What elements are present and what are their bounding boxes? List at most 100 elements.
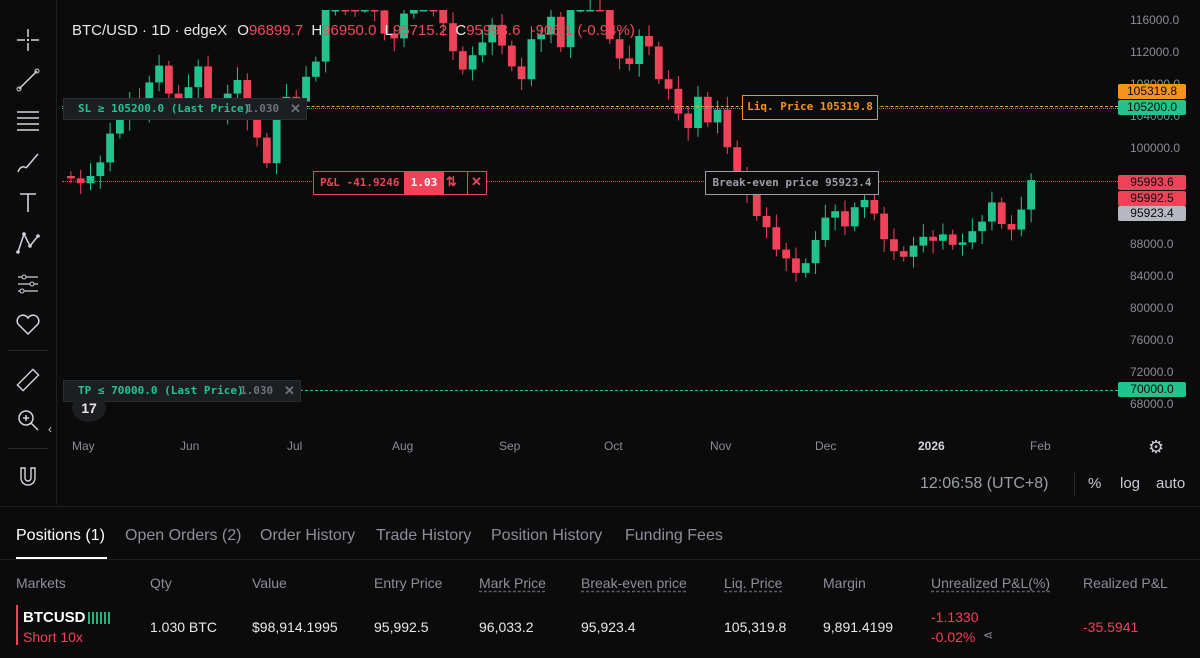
close-icon[interactable]: ✕ <box>284 383 295 398</box>
price-tag: 105200.0 <box>1118 100 1186 115</box>
candle-body <box>155 65 163 83</box>
y-tick-label: 84000.0 <box>1130 269 1174 283</box>
clock: 12:06:58 (UTC+8) <box>920 475 1049 492</box>
sl-order-label[interactable]: SL ≥ 105200.0 (Last Price) 1.030 ✕ <box>63 98 307 120</box>
leverage-bars-icon <box>88 612 112 624</box>
candle-body <box>890 239 898 252</box>
candle-body <box>527 39 536 80</box>
trend-line-icon[interactable] <box>12 64 44 96</box>
candle-body <box>96 162 105 176</box>
candle-body <box>390 33 399 39</box>
x-tick-label: Nov <box>710 439 732 453</box>
candle-body <box>811 240 820 264</box>
forecast-icon[interactable] <box>12 268 44 300</box>
candle-body <box>360 10 369 12</box>
pattern-icon[interactable] <box>12 226 44 258</box>
candle-body <box>664 79 673 89</box>
brush-icon[interactable] <box>12 146 44 178</box>
candlestick-chart[interactable] <box>56 0 1200 505</box>
candle-body <box>370 10 379 12</box>
candle-body <box>850 207 859 227</box>
candle-body <box>76 178 85 184</box>
candle-body <box>870 200 879 214</box>
y-tick-label: 72000.0 <box>1130 365 1174 379</box>
cell-qty: 1.030 BTC <box>150 619 217 635</box>
tab-open-orders[interactable]: Open Orders (2) <box>125 527 242 544</box>
candle-body <box>841 211 849 227</box>
positions-panel: Positions (1) Open Orders (2) Order Hist… <box>0 506 1200 658</box>
market-symbol[interactable]: BTCUSD <box>23 609 86 626</box>
tp-line <box>300 390 1118 391</box>
close-icon[interactable]: ✕ <box>290 101 301 116</box>
candle-body <box>351 10 359 12</box>
cell-value: $98,914.1995 <box>252 619 338 635</box>
candle-body <box>1017 209 1026 230</box>
candle-body <box>145 82 154 110</box>
y-tick-label: 88000.0 <box>1130 237 1174 251</box>
candle-body <box>380 10 389 34</box>
zoom-icon[interactable] <box>12 404 44 436</box>
candle-body <box>948 234 957 245</box>
x-tick-label: May <box>72 439 95 453</box>
settings-gear-icon[interactable]: ⚙ <box>1148 437 1165 457</box>
reverse-icon[interactable]: ⇅ <box>446 174 457 189</box>
ruler-icon[interactable] <box>12 364 44 396</box>
candle-body <box>801 263 810 273</box>
heart-icon[interactable] <box>12 308 44 340</box>
magnet-icon[interactable] <box>12 460 44 492</box>
candle-body <box>762 216 771 228</box>
log-button[interactable]: log <box>1120 475 1141 492</box>
candle-body <box>262 137 271 164</box>
candle-body <box>400 13 408 39</box>
exchange: edgeX <box>183 22 228 39</box>
price-chart[interactable] <box>56 0 1200 505</box>
cell-mark: 96,033.2 <box>479 619 534 635</box>
candle-body <box>899 251 908 257</box>
candle-body <box>566 10 575 48</box>
candle-body <box>978 221 987 232</box>
candle-body <box>253 117 261 138</box>
tp-order-label[interactable]: TP ≤ 70000.0 (Last Price) 1.030 ✕ <box>63 380 301 402</box>
candle-body <box>233 80 242 94</box>
auto-button[interactable]: auto <box>1156 475 1186 492</box>
price-tag: 95992.5 <box>1118 191 1186 206</box>
tradingview-logo: 17 <box>72 394 106 422</box>
y-tick-label: 116000.0 <box>1130 13 1180 27</box>
text-icon[interactable] <box>12 186 44 218</box>
crosshair-icon[interactable] <box>12 24 44 56</box>
pnl-label[interactable]: P&L -41.9246 1.03 ⇅ ✕ <box>313 171 487 195</box>
candle-body <box>605 10 614 40</box>
candle-body <box>635 36 644 64</box>
fib-retracement-icon[interactable] <box>12 104 44 136</box>
x-tick-label: Dec <box>815 439 837 453</box>
tab-funding-fees[interactable]: Funding Fees <box>625 527 723 544</box>
tab-trade-history[interactable]: Trade History <box>376 527 472 544</box>
x-tick-label: Jul <box>287 439 303 453</box>
position-side: Short 10x <box>23 629 83 645</box>
tab-positions[interactable]: Positions (1) <box>16 527 105 544</box>
candle-body <box>1007 224 1016 230</box>
candle-body <box>645 36 653 47</box>
candle-body <box>164 65 173 94</box>
candle-body <box>733 147 742 178</box>
share-icon[interactable]: ⋖ <box>983 628 994 642</box>
tab-position-history[interactable]: Position History <box>491 527 603 544</box>
candle-body <box>831 211 840 218</box>
tab-order-history[interactable]: Order History <box>260 527 356 544</box>
candle-body <box>458 51 467 70</box>
candle-body <box>654 46 663 80</box>
candle-body <box>272 112 281 164</box>
x-tick-label: Oct <box>604 439 623 453</box>
price-tag: 95993.6 <box>1118 175 1186 190</box>
close-position-icon[interactable]: ✕ <box>471 174 482 189</box>
change-value: -906.1 <box>530 22 574 39</box>
candle-body <box>115 120 124 134</box>
collapse-icon[interactable]: ‹ <box>48 422 52 436</box>
col-unrealized-pnl: Unrealized P&L(%) <box>931 575 1051 591</box>
percent-button[interactable]: % <box>1088 475 1102 492</box>
symbol: BTC/USD <box>72 22 138 39</box>
candle-body <box>674 88 683 114</box>
x-tick-label: Sep <box>499 439 521 453</box>
liq-price-label: Liq. Price 105319.8 <box>742 95 878 120</box>
col-entry-price: Entry Price <box>374 575 443 591</box>
